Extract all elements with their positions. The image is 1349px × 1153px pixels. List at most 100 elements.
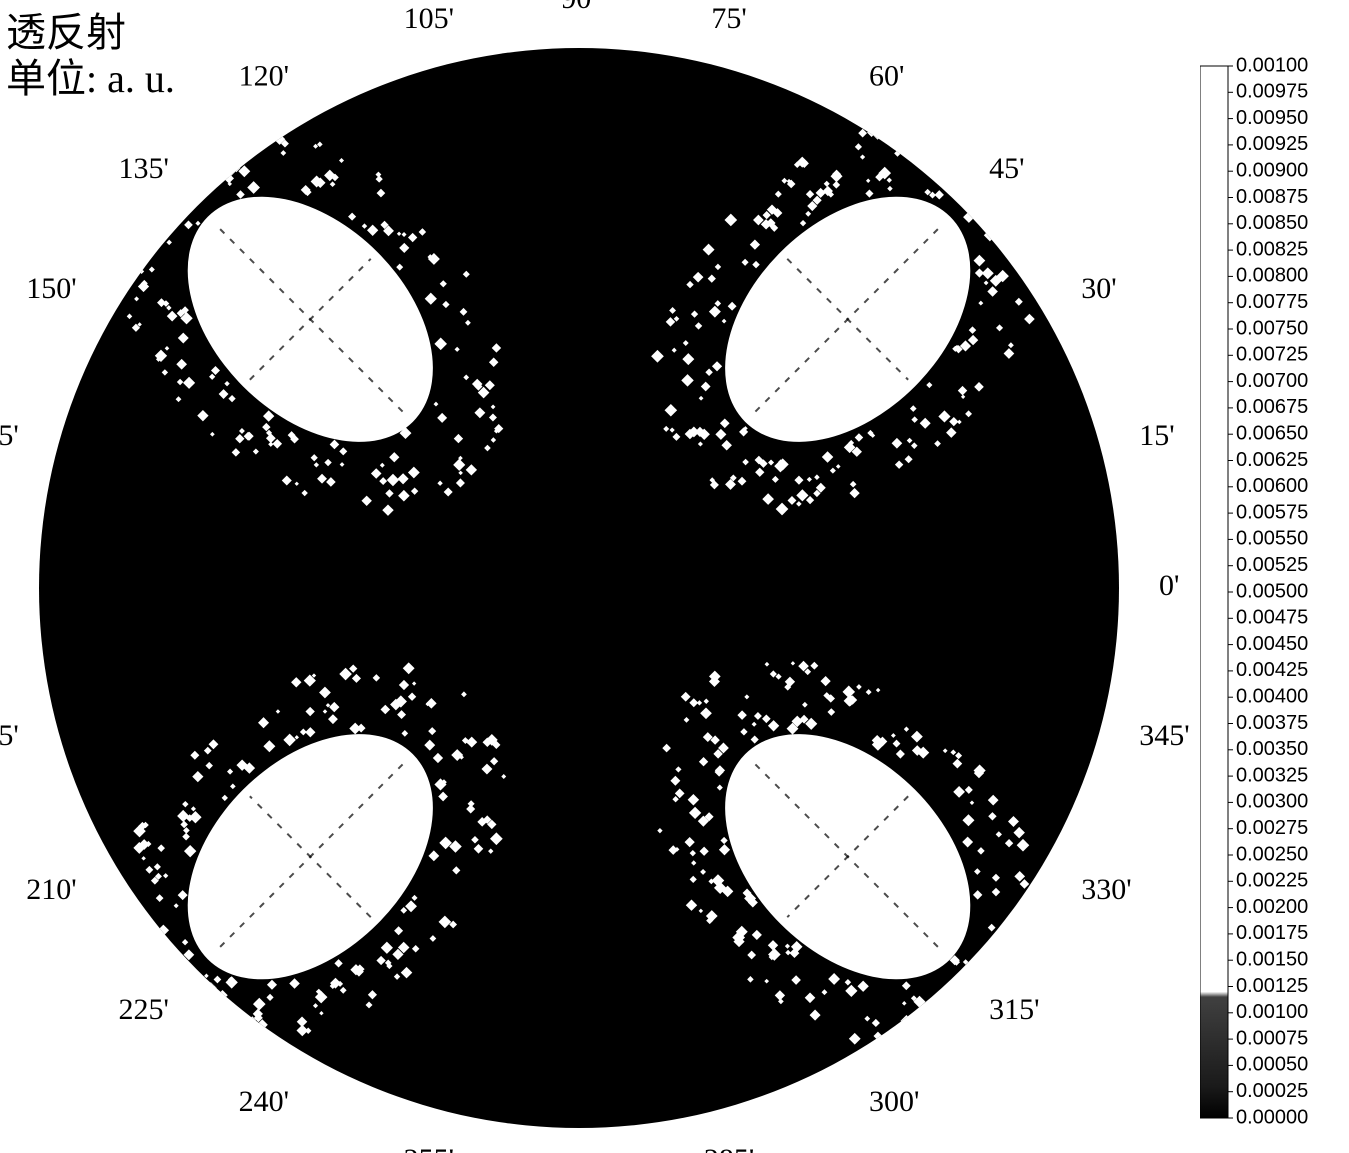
- lobe-speckle: [923, 1044, 932, 1053]
- lobe-speckle: [193, 987, 204, 998]
- angle-label-60: 60': [869, 60, 904, 93]
- lobe-speckle: [991, 935, 1002, 946]
- lobe-speckle: [1029, 931, 1034, 936]
- lobe-speckle: [1015, 964, 1021, 970]
- angle-label-0: 0': [1159, 569, 1179, 602]
- colorbar-label: 0.00575: [1236, 501, 1308, 523]
- lobe-speckle: [959, 991, 970, 1002]
- lobe-speckle: [160, 196, 169, 205]
- angle-label-90: 90': [561, 0, 596, 15]
- lobe-speckle: [114, 249, 125, 260]
- lobe-speckle: [987, 939, 998, 950]
- lobe-speckle: [197, 193, 202, 198]
- lobe-speckle: [965, 982, 970, 987]
- lobe-speckle: [887, 131, 899, 143]
- lobe-speckle: [195, 129, 205, 139]
- colorbar-rect: [1200, 66, 1228, 1118]
- polar-disk: [39, 48, 1119, 1128]
- colorbar-legend: 0.001000.009750.009500.009250.009000.008…: [1200, 56, 1349, 1128]
- lobe-speckle: [131, 195, 141, 205]
- angle-label-345: 345': [1139, 719, 1189, 752]
- lobe-speckle: [210, 151, 219, 160]
- colorbar-label: 0.00250: [1236, 843, 1308, 865]
- colorbar-label: 0.00025: [1236, 1080, 1308, 1102]
- colorbar-label: 0.00700: [1236, 370, 1308, 392]
- lobe-speckle: [944, 130, 949, 135]
- angle-label-330: 330': [1081, 873, 1131, 906]
- lobe-speckle: [180, 1033, 185, 1038]
- colorbar-label: 0.00800: [1236, 265, 1308, 287]
- lobe-speckle: [128, 988, 132, 992]
- lobe-speckle: [113, 219, 124, 230]
- colorbar-label: 0.00300: [1236, 791, 1308, 813]
- angle-label-285: 285': [704, 1143, 754, 1153]
- polar-plot: 0'15'30'45'60'75'90'105'120'135'150'165'…: [0, 0, 1213, 1153]
- lobe-speckle: [112, 901, 122, 911]
- colorbar-label: 0.00650: [1236, 422, 1308, 444]
- lobe-speckle: [148, 215, 155, 222]
- colorbar-label: 0.00100: [1236, 56, 1308, 76]
- lobe-speckle: [173, 155, 178, 160]
- colorbar-label: 0.00725: [1236, 344, 1308, 366]
- lobe-speckle: [253, 133, 260, 140]
- lobe-speckle: [972, 177, 976, 181]
- colorbar-label: 0.00775: [1236, 291, 1308, 313]
- lobe-speckle: [210, 1016, 219, 1025]
- lobe-speckle: [148, 240, 158, 250]
- lobe-speckle: [256, 137, 264, 145]
- polar-svg: 0'15'30'45'60'75'90'105'120'135'150'165'…: [0, 0, 1213, 1153]
- lobe-speckle: [1036, 898, 1043, 905]
- colorbar-label: 0.00850: [1236, 212, 1308, 234]
- lobe-speckle: [985, 212, 991, 218]
- lobe-speckle: [213, 132, 224, 143]
- lobe-speckle: [960, 1031, 968, 1039]
- lobe-speckle: [958, 163, 966, 171]
- lobe-speckle: [156, 212, 164, 220]
- lobe-speckle: [1030, 944, 1042, 956]
- colorbar-label: 0.00375: [1236, 712, 1308, 734]
- colorbar-label: 0.00750: [1236, 317, 1308, 339]
- colorbar-label: 0.00550: [1236, 528, 1308, 550]
- lobe-speckle: [191, 160, 203, 172]
- colorbar-label: 0.00675: [1236, 396, 1308, 418]
- lobe-speckle: [202, 1028, 212, 1038]
- lobe-speckle: [932, 124, 938, 130]
- lobe-speckle: [218, 1035, 229, 1046]
- colorbar-label: 0.00475: [1236, 607, 1308, 629]
- lobe-speckle: [141, 943, 147, 949]
- colorbar-label: 0.00950: [1236, 107, 1308, 129]
- colorbar-label: 0.00525: [1236, 554, 1308, 576]
- colorbar-label: 0.00100: [1236, 1001, 1308, 1023]
- colorbar-label: 0.00825: [1236, 238, 1308, 260]
- angle-label-225: 225': [118, 993, 168, 1026]
- lobe-speckle: [242, 1021, 250, 1029]
- angle-label-105: 105': [404, 2, 454, 35]
- lobe-speckle: [270, 124, 282, 136]
- lobe-speckle: [952, 174, 964, 186]
- colorbar-label: 0.00000: [1236, 1106, 1308, 1128]
- colorbar-label: 0.00925: [1236, 133, 1308, 155]
- lobe-speckle: [131, 908, 136, 913]
- lobe-speckle: [123, 902, 129, 908]
- lobe-speckle: [963, 1010, 968, 1015]
- lobe-speckle: [980, 998, 987, 1005]
- lobe-speckle: [1018, 229, 1025, 236]
- angle-label-135: 135': [118, 152, 168, 185]
- colorbar-label: 0.00075: [1236, 1027, 1308, 1049]
- angle-label-300: 300': [869, 1085, 919, 1118]
- lobe-speckle: [233, 1024, 239, 1030]
- lobe-speckle: [178, 166, 190, 178]
- lobe-speckle: [944, 990, 953, 999]
- angle-label-255: 255': [404, 1143, 454, 1153]
- colorbar-label: 0.00275: [1236, 817, 1308, 839]
- lobe-speckle: [999, 236, 1005, 242]
- lobe-speckle: [157, 222, 165, 230]
- chart-container: 透反射 单位: a. u. 0'15'30'45'60'75'90'105'12…: [0, 0, 1349, 1153]
- colorbar-label: 0.00900: [1236, 159, 1308, 181]
- lobe-speckle: [196, 151, 208, 163]
- lobe-speckle: [124, 236, 134, 246]
- angle-label-315: 315': [989, 993, 1039, 1026]
- lobe-speckle: [140, 206, 150, 216]
- colorbar-label: 0.00050: [1236, 1054, 1308, 1076]
- lobe-speckle: [1038, 916, 1045, 923]
